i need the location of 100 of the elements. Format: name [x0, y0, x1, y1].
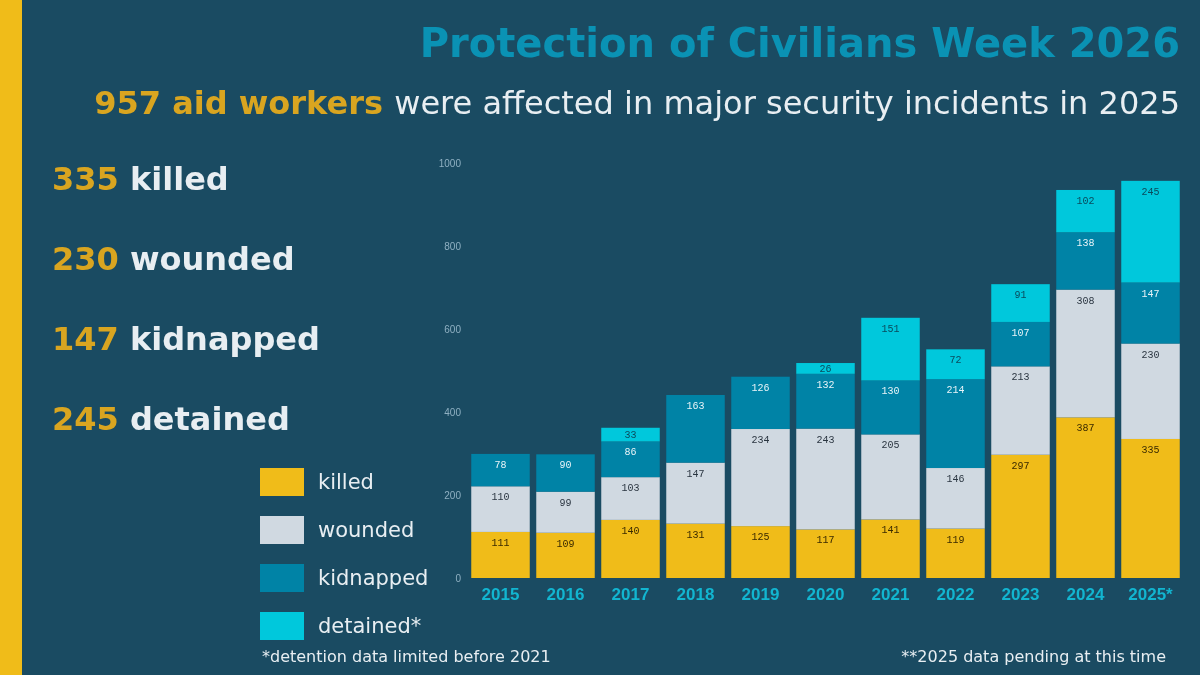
bar	[796, 428, 855, 530]
x-tick-label: 2023	[1001, 584, 1040, 604]
data-label: 91	[1014, 290, 1027, 302]
bar	[471, 486, 530, 532]
data-label: 107	[1011, 327, 1030, 339]
bar	[926, 379, 985, 469]
data-label: 387	[1076, 423, 1095, 435]
bar	[861, 317, 920, 381]
bar	[731, 376, 790, 430]
text: 335 killed	[52, 160, 229, 198]
y-tick-label: 800	[444, 240, 462, 252]
data-label: 99	[559, 497, 572, 509]
data-label: 103	[621, 483, 640, 495]
data-label: 151	[881, 323, 900, 335]
x-tick-label: 2016	[546, 584, 585, 604]
chart-title: Protection of Civilians Week 2026	[419, 20, 1180, 66]
bar	[1121, 343, 1180, 439]
data-label: 138	[1076, 238, 1095, 250]
data-label: 147	[686, 468, 705, 480]
data-label: 146	[946, 474, 965, 486]
y-tick-label: 600	[444, 323, 462, 335]
data-label: 33	[624, 430, 637, 442]
text: **2025 data pending at this time	[901, 647, 1166, 666]
bar	[601, 519, 660, 578]
bar	[926, 349, 985, 380]
y-tick-label: 400	[444, 406, 462, 418]
data-label: 214	[946, 385, 965, 397]
bar	[471, 531, 530, 578]
legend-label: killed	[318, 470, 374, 494]
x-tick-label: 2015	[481, 584, 520, 604]
x-tick-label: 2025*	[1128, 584, 1174, 604]
bar	[536, 491, 595, 533]
y-tick-label: 200	[444, 489, 462, 501]
bar	[796, 363, 855, 374]
bar	[991, 454, 1050, 578]
bar	[861, 380, 920, 435]
data-label: 90	[559, 460, 572, 472]
bar	[731, 526, 790, 578]
text: *detention data limited before 2021	[262, 647, 551, 666]
bar	[601, 441, 660, 478]
bar	[861, 434, 920, 520]
data-label: 308	[1076, 295, 1095, 307]
x-tick-label: 2021	[871, 584, 910, 604]
data-label: 297	[1011, 460, 1030, 472]
data-label: 230	[1141, 349, 1160, 361]
chart-subtitle: 957 aid workers were affected in major security incidents in 2025	[94, 84, 1180, 122]
bar	[796, 529, 855, 578]
y-tick-label: 1000	[438, 157, 462, 169]
data-label: 131	[686, 529, 705, 541]
legend-label: wounded	[318, 518, 415, 542]
data-label: 72	[949, 355, 962, 367]
data-label: 140	[621, 525, 640, 537]
bar	[666, 523, 725, 578]
data-label: 163	[686, 400, 705, 412]
data-label: 126	[751, 382, 770, 394]
data-label: 26	[819, 363, 832, 375]
bar	[1121, 180, 1180, 283]
data-label: 243	[816, 434, 835, 446]
bar	[991, 321, 1050, 367]
bar	[991, 366, 1050, 455]
data-label: 147	[1141, 288, 1160, 300]
x-tick-label: 2022	[936, 584, 975, 604]
data-label: 110	[491, 492, 510, 504]
data-label: 78	[494, 459, 507, 471]
bar	[536, 532, 595, 578]
bar	[1121, 282, 1180, 344]
data-label: 117	[816, 535, 835, 547]
data-label: 86	[624, 447, 637, 459]
bar	[926, 528, 985, 578]
bar	[1056, 289, 1115, 418]
bar	[1056, 232, 1115, 290]
data-label: 119	[946, 534, 965, 546]
bar	[601, 477, 660, 520]
x-tick-label: 2019	[741, 584, 780, 604]
bar	[731, 429, 790, 527]
data-label: 234	[751, 435, 770, 447]
bar	[1121, 438, 1180, 578]
data-label: 245	[1141, 186, 1160, 198]
data-label: 111	[491, 537, 510, 549]
legend-label: kidnapped	[318, 566, 429, 590]
data-label: 335	[1141, 444, 1160, 456]
data-label: 213	[1011, 372, 1030, 384]
legend-label: detained*	[318, 614, 422, 638]
bar	[471, 453, 530, 487]
text: 147 kidnapped	[52, 320, 320, 358]
bar	[666, 394, 725, 463]
text: 230 wounded	[52, 240, 295, 278]
bar	[926, 468, 985, 529]
bar	[666, 462, 725, 524]
data-label: 130	[881, 386, 900, 398]
data-label: 125	[751, 532, 770, 544]
bar	[536, 454, 595, 492]
data-label: 102	[1076, 195, 1095, 207]
bar	[991, 284, 1050, 322]
data-label: 132	[816, 379, 835, 391]
data-label: 109	[556, 538, 575, 550]
bar	[796, 373, 855, 429]
data-label: 205	[881, 440, 900, 452]
x-tick-label: 2020	[806, 584, 845, 604]
x-tick-label: 2018	[676, 584, 715, 604]
